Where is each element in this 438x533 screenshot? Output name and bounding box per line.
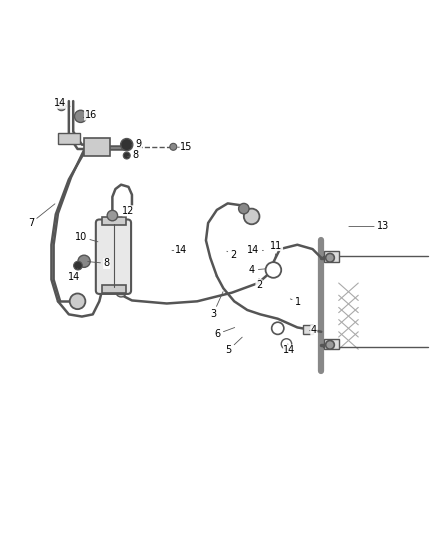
Circle shape: [78, 255, 90, 268]
Circle shape: [57, 102, 66, 111]
Text: 9: 9: [131, 139, 141, 149]
Circle shape: [123, 152, 130, 159]
Bar: [304, 325, 313, 334]
Circle shape: [244, 208, 259, 224]
Text: 14: 14: [247, 245, 263, 255]
Text: 2: 2: [256, 279, 262, 290]
Circle shape: [120, 139, 133, 151]
Text: 6: 6: [214, 327, 235, 339]
Bar: [84, 138, 110, 156]
Text: 3: 3: [210, 292, 223, 319]
Bar: [324, 251, 339, 262]
Text: 10: 10: [74, 232, 98, 242]
Circle shape: [281, 339, 292, 349]
Circle shape: [74, 110, 87, 123]
Bar: [58, 133, 80, 143]
FancyBboxPatch shape: [96, 220, 131, 294]
Circle shape: [272, 322, 284, 334]
Circle shape: [239, 204, 249, 214]
Text: 4: 4: [310, 326, 317, 335]
Circle shape: [325, 254, 334, 262]
Text: 7: 7: [28, 204, 55, 228]
Circle shape: [107, 211, 117, 221]
Circle shape: [74, 261, 82, 270]
Text: 5: 5: [226, 337, 242, 355]
Text: 14: 14: [68, 268, 81, 282]
Text: 13: 13: [349, 221, 390, 231]
Text: 15: 15: [178, 142, 193, 152]
Text: 4: 4: [249, 265, 265, 275]
Text: 11: 11: [270, 240, 283, 259]
Text: 14: 14: [283, 344, 296, 355]
Text: 14: 14: [172, 245, 187, 255]
Text: 1: 1: [290, 297, 301, 307]
Circle shape: [325, 341, 334, 349]
Text: 16: 16: [83, 110, 97, 120]
Circle shape: [265, 262, 281, 278]
Bar: [102, 217, 126, 225]
Bar: [102, 285, 126, 293]
Circle shape: [70, 294, 85, 309]
Text: 8: 8: [88, 259, 110, 269]
Text: 12: 12: [122, 206, 134, 216]
Circle shape: [170, 143, 177, 150]
Circle shape: [116, 287, 126, 297]
Text: 2: 2: [227, 250, 237, 260]
Text: 14: 14: [54, 98, 70, 108]
Bar: [324, 338, 339, 350]
Text: 8: 8: [127, 150, 138, 160]
